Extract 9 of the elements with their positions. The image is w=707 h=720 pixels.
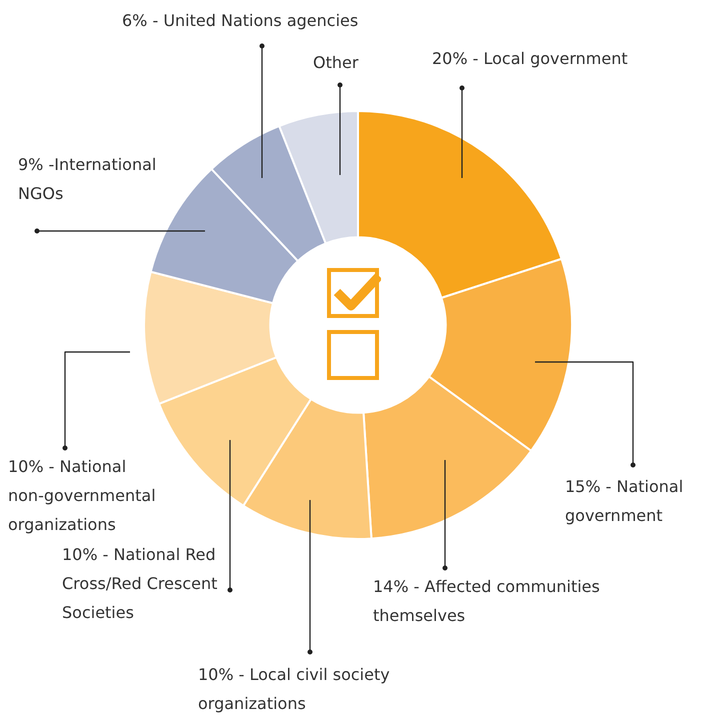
slice-label: 10% - National non-governmental organizations [8,457,156,534]
slice-label: 10% - Local civil society organizations [198,665,390,714]
slice-label: 9% -International NGOs [18,155,156,204]
slice-label: 10% - National Red Cross/Red Crescent Societies [62,545,218,622]
slice-label: 14% - Affected communities themselves [373,577,600,626]
slice-label: 6% - United Nations agencies [122,11,358,30]
slice-label: 15% - National government [565,477,684,526]
slice-label: Other [313,53,359,72]
slice-label: 20% - Local government [432,49,628,68]
